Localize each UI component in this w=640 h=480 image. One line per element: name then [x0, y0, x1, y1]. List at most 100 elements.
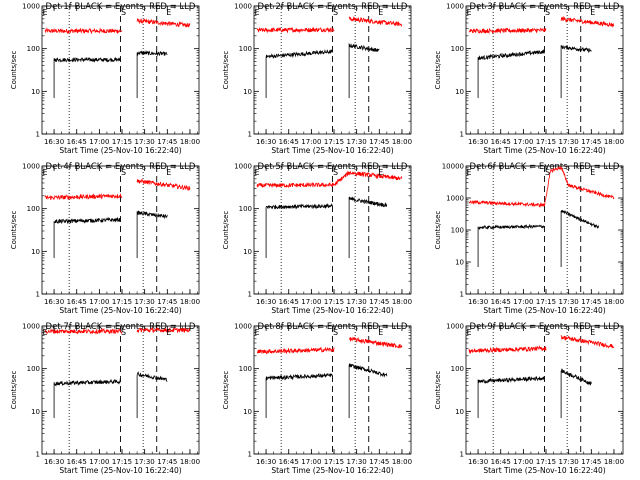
- x-tick-label: 17:30: [559, 298, 579, 306]
- y-tick-label: 100: [27, 45, 40, 53]
- lld-rate-line: [44, 327, 123, 335]
- lld-rate-line: [468, 344, 547, 354]
- x-tick-label: 16:30: [256, 458, 276, 466]
- x-tick-label: 17:45: [581, 298, 601, 306]
- lld-rate-line: [44, 27, 123, 35]
- y-tick-label: 1: [36, 451, 40, 459]
- x-tick-label: 16:45: [491, 138, 511, 146]
- x-tick-label: 17:15: [324, 138, 344, 146]
- x-tick-label: 17:30: [347, 138, 367, 146]
- time-marker-label: S: [333, 328, 338, 337]
- time-marker-label: E: [378, 168, 383, 177]
- event-rate-line: [53, 378, 121, 418]
- time-marker-label: E: [166, 328, 171, 337]
- time-marker-label: E: [378, 8, 383, 17]
- lld-rate-line: [348, 336, 403, 349]
- detector-panel-8: Det 8f BLACK = Events, RED = LLD11010010…: [222, 322, 412, 475]
- y-tick-label: 100: [239, 45, 252, 53]
- x-tick-label: 16:30: [44, 298, 64, 306]
- time-marker-label: S: [545, 328, 550, 337]
- detector-panel-2: Det 2f BLACK = Events, RED = LLD11010010…: [222, 2, 412, 155]
- time-marker-label: E: [466, 328, 471, 337]
- x-tick-label: 18:00: [604, 298, 624, 306]
- x-tick-label: 17:45: [157, 298, 177, 306]
- time-marker-label: S: [121, 168, 126, 177]
- x-tick-label: 17:00: [89, 298, 109, 306]
- x-tick-label: 16:45: [279, 458, 299, 466]
- lld-rate-line: [468, 27, 547, 35]
- x-tick-label: 17:00: [301, 458, 321, 466]
- x-tick-label: 17:45: [369, 298, 389, 306]
- y-tick-label: 100: [451, 227, 464, 235]
- y-tick-label: 100: [239, 365, 252, 373]
- event-rate-line: [477, 48, 545, 98]
- x-tick-label: 16:45: [67, 138, 87, 146]
- x-axis-label: Start Time (25-Nov-10 16:22:40): [59, 146, 181, 155]
- x-tick-label: 17:45: [369, 458, 389, 466]
- time-marker-label: S: [121, 8, 126, 17]
- x-tick-label: 17:45: [157, 458, 177, 466]
- x-tick-label: 16:45: [67, 458, 87, 466]
- y-tick-label: 1000: [446, 3, 464, 11]
- y-tick-label: 1: [36, 291, 40, 299]
- x-tick-label: 17:15: [536, 458, 556, 466]
- y-axis-label: Counts/sec: [222, 371, 230, 410]
- y-tick-label: 10: [243, 408, 252, 416]
- y-axis-label: Counts/sec: [222, 51, 230, 90]
- y-tick-label: 100: [27, 205, 40, 213]
- y-tick-label: 1000: [446, 323, 464, 331]
- x-axis-label: Start Time (25-Nov-10 16:22:40): [483, 306, 605, 315]
- x-tick-label: 17:15: [324, 458, 344, 466]
- x-tick-label: 16:30: [256, 298, 276, 306]
- x-tick-label: 17:00: [513, 458, 533, 466]
- x-tick-label: 17:30: [135, 138, 155, 146]
- y-tick-label: 10: [243, 88, 252, 96]
- y-axis-label: Counts/sec: [434, 211, 442, 250]
- x-tick-label: 17:00: [513, 298, 533, 306]
- time-marker-label: E: [466, 168, 471, 177]
- y-tick-label: 1000: [234, 323, 252, 331]
- x-tick-label: 16:45: [491, 458, 511, 466]
- detector-panel-9: Det 9f BLACK = Events, RED = LLD11010010…: [434, 322, 624, 475]
- x-tick-label: 17:30: [559, 458, 579, 466]
- x-tick-label: 17:30: [559, 138, 579, 146]
- x-tick-label: 17:00: [89, 458, 109, 466]
- x-tick-label: 17:15: [536, 138, 556, 146]
- y-tick-label: 10: [455, 259, 464, 267]
- time-marker-label: S: [545, 8, 550, 17]
- x-tick-label: 18:00: [392, 458, 412, 466]
- time-marker-label: E: [166, 168, 171, 177]
- event-rate-line: [348, 363, 388, 418]
- time-marker-label: E: [590, 168, 595, 177]
- x-tick-label: 18:00: [604, 138, 624, 146]
- y-tick-label: 10000: [442, 163, 464, 171]
- time-marker-label: E: [42, 328, 47, 337]
- time-marker-label: E: [590, 8, 595, 17]
- detector-panel-6: Det 6f BLACK = Events, RED = LLD11010010…: [434, 162, 624, 315]
- x-tick-label: 17:15: [112, 138, 132, 146]
- y-tick-label: 10: [243, 248, 252, 256]
- event-rate-line: [265, 202, 333, 258]
- y-tick-label: 100: [451, 45, 464, 53]
- lld-rate-line: [348, 16, 403, 27]
- x-tick-label: 16:30: [468, 298, 488, 306]
- y-tick-label: 10: [455, 88, 464, 96]
- x-tick-label: 17:45: [157, 138, 177, 146]
- x-tick-label: 17:00: [513, 138, 533, 146]
- x-tick-label: 17:00: [89, 138, 109, 146]
- event-rate-line: [136, 371, 168, 418]
- time-marker-label: E: [254, 328, 259, 337]
- x-tick-label: 18:00: [180, 138, 200, 146]
- lld-rate-line: [44, 193, 123, 201]
- time-marker-label: E: [42, 168, 47, 177]
- time-marker-label: S: [121, 328, 126, 337]
- x-tick-label: 18:00: [604, 458, 624, 466]
- lld-rate-line: [256, 170, 403, 189]
- event-rate-line: [477, 223, 545, 267]
- time-marker-label: E: [254, 168, 259, 177]
- event-rate-line: [560, 209, 600, 267]
- y-tick-label: 1000: [234, 3, 252, 11]
- x-tick-label: 16:45: [279, 298, 299, 306]
- x-tick-label: 16:30: [44, 138, 64, 146]
- x-tick-label: 17:45: [369, 138, 389, 146]
